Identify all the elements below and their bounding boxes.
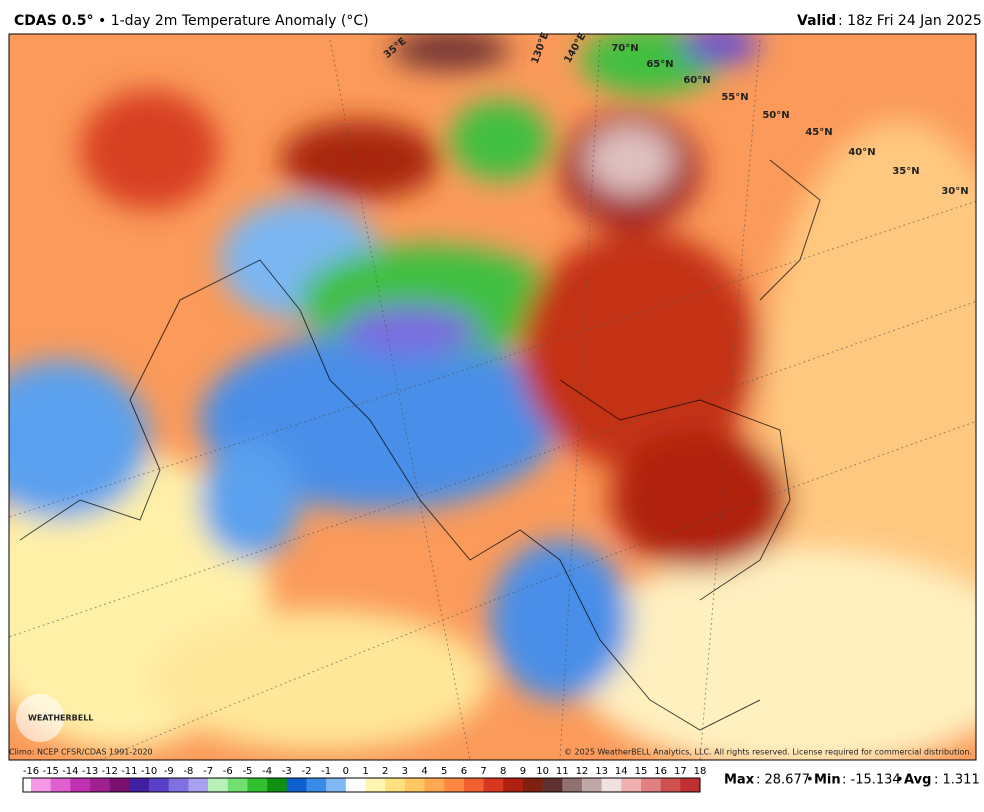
lat-label: 65°N (646, 59, 673, 70)
colorbar-label: -2 (301, 766, 311, 777)
valid-time: : 18z Fri 24 Jan 2025 (838, 13, 982, 29)
colorbar-swatch (247, 778, 268, 792)
colorbar-label: 11 (556, 766, 569, 777)
colorbar-swatch (463, 778, 484, 792)
colorbar-swatch (70, 778, 91, 792)
colorbar-swatch (267, 778, 288, 792)
min-label: Min (814, 773, 841, 788)
colorbar-swatch (621, 778, 642, 792)
climo: Climo: NCEP CFSR/CDAS 1991-2020 (9, 748, 153, 757)
copyright: © 2025 WeatherBELL Analytics, LLC. All r… (564, 748, 972, 757)
colorbar-swatch (345, 778, 366, 792)
colorbar-swatch (581, 778, 602, 792)
colorbar-label: 4 (421, 766, 427, 777)
colorbar-swatch (365, 778, 386, 792)
max-label: Max (724, 773, 755, 788)
colorbar-label: -5 (242, 766, 252, 777)
colorbar-label: 12 (576, 766, 589, 777)
colorbar-swatch (660, 778, 681, 792)
colorbar-label: 9 (520, 766, 526, 777)
colorbar-label: -11 (121, 766, 137, 777)
colorbar-label: 8 (500, 766, 506, 777)
colorbar-swatch (483, 778, 504, 792)
lat-label: 60°N (683, 75, 710, 86)
lat-label: 55°N (721, 92, 748, 103)
colorbar-swatch (168, 778, 189, 792)
colorbar-swatch (286, 778, 307, 792)
lat-label: 50°N (762, 110, 789, 121)
max-value: : 28.677 (756, 773, 810, 788)
colorbar-label: -3 (282, 766, 292, 777)
lat-label: 45°N (805, 127, 832, 138)
colorbar-label: 17 (674, 766, 687, 777)
avg-value: : 1.311 (934, 773, 980, 788)
colorbar-label: 14 (615, 766, 628, 777)
colorbar-swatch (385, 778, 406, 792)
colorbar-label: -10 (141, 766, 157, 777)
colorbar-label: -8 (183, 766, 193, 777)
colorbar-label: 18 (694, 766, 707, 777)
colorbar-label: -1 (321, 766, 331, 777)
colorbar-label: 1 (362, 766, 368, 777)
colorbar-swatch (640, 778, 661, 792)
colorbar-frame (22, 777, 701, 793)
colorbar-label: -12 (102, 766, 118, 777)
colorbar-swatch (90, 778, 111, 792)
colorbar-label: 7 (480, 766, 486, 777)
lat-label: 40°N (848, 147, 875, 158)
logo: WEATHERBELL (28, 714, 93, 723)
colorbar-label: 10 (536, 766, 549, 777)
colorbar-swatch (188, 778, 209, 792)
lat-label: 70°N (611, 43, 638, 54)
colorbar-label: 5 (441, 766, 447, 777)
colorbar-swatch (542, 778, 563, 792)
colorbar-label: -6 (223, 766, 233, 777)
colorbar-label: 15 (635, 766, 648, 777)
sep: • (806, 773, 814, 788)
colorbar-label: -9 (164, 766, 174, 777)
colorbar-label: -7 (203, 766, 213, 777)
colorbar-swatch (149, 778, 170, 792)
colorbar-swatch (326, 778, 347, 792)
colorbar-label: 13 (595, 766, 608, 777)
colorbar-swatch (444, 778, 465, 792)
min-value: : -15.134 (842, 773, 901, 788)
colorbar-swatch (424, 778, 445, 792)
colorbar-swatch (562, 778, 583, 792)
sep: • (896, 773, 904, 788)
colorbar-swatch (404, 778, 425, 792)
colorbar-label: -16 (23, 766, 39, 777)
colorbar-label: 6 (461, 766, 467, 777)
colorbar-swatch (109, 778, 130, 792)
valid-label: Valid (797, 13, 836, 29)
colorbar-label: 16 (654, 766, 667, 777)
colorbar-label: -14 (62, 766, 78, 777)
title: • 1-day 2m Temperature Anomaly (°C) (98, 13, 369, 29)
map: WEATHERBELL (9, 34, 976, 760)
colorbar-swatch (601, 778, 622, 792)
colorbar-label: -4 (262, 766, 272, 777)
colorbar-swatch (208, 778, 229, 792)
colorbar-label: -15 (43, 766, 59, 777)
colorbar-swatch (522, 778, 543, 792)
colorbar-label: 0 (343, 766, 349, 777)
colorbar-swatch (227, 778, 248, 792)
colorbar-swatch (306, 778, 327, 792)
colorbar-label: 2 (382, 766, 388, 777)
colorbar-swatch (50, 778, 71, 792)
logo-badge (16, 694, 64, 742)
map-frame (8, 33, 977, 761)
colorbar-swatch (129, 778, 150, 792)
colorbar-swatch (31, 778, 51, 792)
colorbar-label: -13 (82, 766, 98, 777)
colorbar-swatch (503, 778, 524, 792)
lat-label: 35°N (892, 166, 919, 177)
lat-label: 30°N (941, 186, 968, 197)
colorbar-label: 3 (402, 766, 408, 777)
colorbar-swatch (680, 778, 701, 792)
model: CDAS 0.5° (14, 13, 94, 29)
avg-label: Avg (904, 773, 931, 788)
